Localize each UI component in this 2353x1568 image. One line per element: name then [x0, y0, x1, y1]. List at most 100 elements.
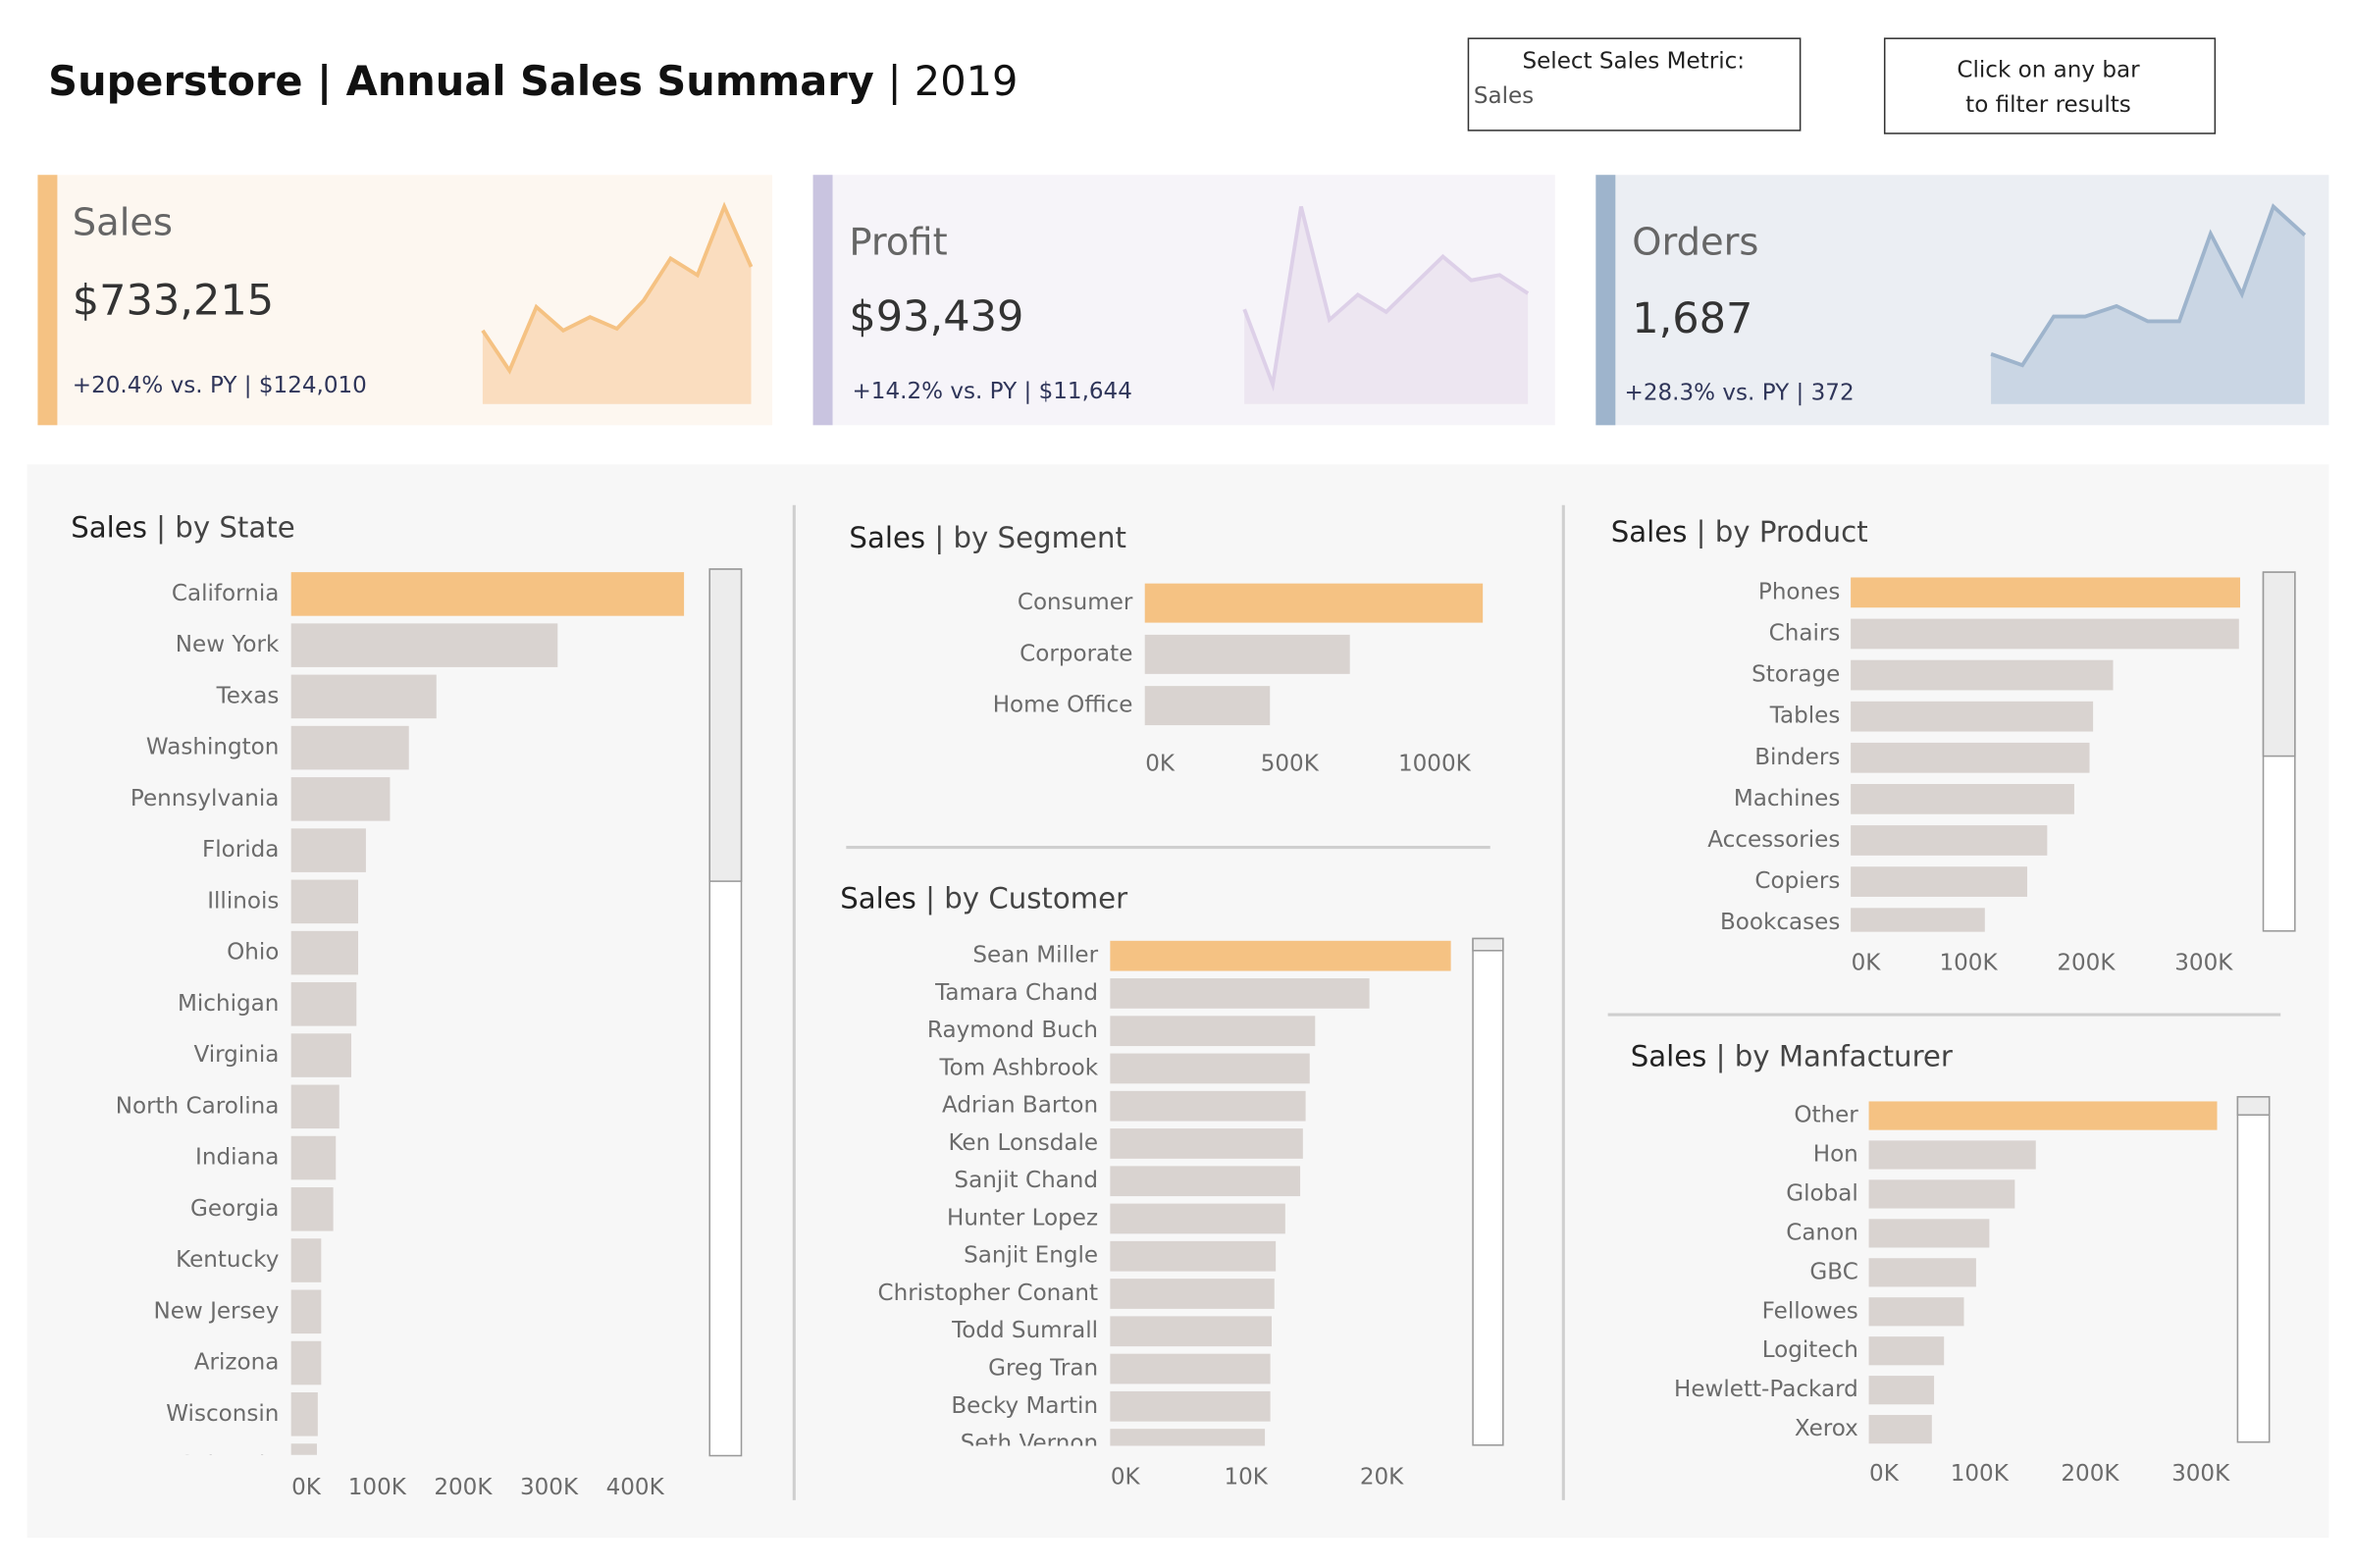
- bar[interactable]: [1144, 583, 1484, 623]
- bar[interactable]: [1868, 1258, 1976, 1287]
- scrollbar-thumb[interactable]: [1472, 937, 1504, 952]
- bar[interactable]: [1868, 1101, 2218, 1130]
- bar[interactable]: [1110, 1203, 1285, 1234]
- bar[interactable]: [290, 930, 359, 975]
- metric-value[interactable]: Sales: [1474, 83, 1534, 109]
- bar[interactable]: [1868, 1179, 2015, 1209]
- chart-metric: Sales: [849, 521, 925, 554]
- category-label: Raymond Buch: [927, 1018, 1098, 1043]
- bar[interactable]: [1851, 618, 2239, 650]
- bar[interactable]: [1851, 825, 2048, 856]
- bar[interactable]: [1851, 742, 2090, 773]
- category-label: Fellowes: [1762, 1298, 1858, 1324]
- bar[interactable]: [1868, 1297, 1964, 1327]
- category-label: Hunter Lopez: [947, 1205, 1098, 1230]
- category-label: Xerox: [1795, 1416, 1858, 1441]
- bar[interactable]: [1110, 1279, 1275, 1309]
- bar[interactable]: [290, 1033, 352, 1077]
- bar[interactable]: [1110, 1166, 1301, 1197]
- category-label: Seth Vernon: [961, 1431, 1098, 1456]
- bar[interactable]: [1110, 1390, 1271, 1422]
- kpi-comparison: +28.3% vs. PY | 372: [1625, 381, 1855, 406]
- hint-box: [1883, 37, 2217, 134]
- category-label: Bookcases: [1720, 910, 1840, 935]
- bar[interactable]: [1110, 1353, 1271, 1385]
- bar[interactable]: [1110, 1429, 1266, 1459]
- bar[interactable]: [1868, 1219, 1990, 1248]
- category-label: Accessories: [1707, 827, 1840, 853]
- bar[interactable]: [290, 1443, 317, 1488]
- x-tick-label: 0K: [291, 1475, 322, 1500]
- metric-label: Select Sales Metric:: [1522, 49, 1745, 75]
- category-label: Chairs: [1769, 620, 1841, 646]
- title-main: Superstore | Annual Sales Summary: [48, 57, 874, 106]
- bar[interactable]: [290, 1187, 334, 1231]
- chart-subtitle: | by Segment: [934, 521, 1126, 554]
- bar[interactable]: [1868, 1376, 1935, 1405]
- chart-metric: Sales: [840, 881, 916, 915]
- bar[interactable]: [1868, 1415, 1932, 1444]
- bar[interactable]: [290, 674, 437, 719]
- category-label: Arizona: [194, 1350, 280, 1376]
- metric-selector[interactable]: [1467, 37, 1802, 131]
- chart-rows: California New York Texas Washington Pennsyl…: [116, 572, 685, 1488]
- bar[interactable]: [1110, 1128, 1303, 1159]
- bar[interactable]: [1851, 701, 2094, 732]
- bar[interactable]: [290, 1084, 340, 1129]
- chart-metric: Sales: [1611, 515, 1688, 549]
- chart-rows: Other Hon Global Canon GBC Fellowes Logitech He…: [1674, 1101, 2218, 1444]
- chart-subtitle: | by Customer: [925, 881, 1127, 915]
- bar[interactable]: [290, 1391, 318, 1437]
- bar[interactable]: [1851, 908, 1985, 938]
- bar[interactable]: [290, 725, 409, 770]
- kpi-value: $733,215: [73, 276, 274, 325]
- bar[interactable]: [1144, 686, 1271, 726]
- bar[interactable]: [1144, 634, 1350, 674]
- category-label: Other: [1794, 1103, 1858, 1128]
- bar[interactable]: [290, 572, 685, 616]
- kpi-value: 1,687: [1632, 294, 1752, 343]
- chart-subtitle: | by Product: [1697, 515, 1868, 549]
- bar[interactable]: [1110, 978, 1370, 1009]
- x-tick-label: 0K: [1111, 1464, 1141, 1490]
- x-tick-label: 500K: [1261, 752, 1320, 777]
- bar[interactable]: [290, 1289, 322, 1334]
- category-label: Hon: [1813, 1141, 1858, 1167]
- bar[interactable]: [290, 1340, 322, 1385]
- chart-title: Sales | by Segment: [849, 521, 1126, 554]
- bar[interactable]: [1110, 1016, 1316, 1047]
- bar[interactable]: [290, 777, 391, 821]
- category-label: Canon: [1786, 1220, 1858, 1245]
- bar[interactable]: [1110, 1240, 1277, 1272]
- bar[interactable]: [1851, 577, 2240, 608]
- bar[interactable]: [1868, 1336, 1945, 1366]
- bar[interactable]: [290, 1135, 337, 1180]
- category-label: California: [172, 581, 279, 606]
- bar[interactable]: [1110, 940, 1451, 971]
- bar[interactable]: [1110, 1316, 1272, 1347]
- bar[interactable]: [290, 1238, 322, 1282]
- scrollbar-thumb[interactable]: [708, 568, 743, 882]
- bar[interactable]: [1868, 1140, 2036, 1170]
- kpi-label: Sales: [73, 200, 173, 244]
- bar[interactable]: [1110, 1090, 1306, 1122]
- category-label: Binders: [1754, 745, 1840, 770]
- bar[interactable]: [290, 879, 359, 924]
- kpi-comparison: +14.2% vs. PY | $11,644: [853, 379, 1132, 404]
- scrollbar-thumb[interactable]: [2236, 1096, 2271, 1117]
- bar[interactable]: [290, 982, 357, 1026]
- x-tick-label: 300K: [520, 1475, 579, 1500]
- category-label: Wisconsin: [166, 1401, 279, 1427]
- bar[interactable]: [1851, 659, 2114, 691]
- bar[interactable]: [1851, 784, 2074, 814]
- scrollbar-thumb[interactable]: [2262, 571, 2296, 758]
- category-label: GBC: [1809, 1259, 1857, 1284]
- bar[interactable]: [290, 828, 366, 872]
- category-label: North Carolina: [116, 1093, 280, 1119]
- bar[interactable]: [1110, 1053, 1310, 1084]
- bar[interactable]: [290, 623, 558, 667]
- sparkline-area: [482, 206, 752, 404]
- x-tick-label: 200K: [2061, 1461, 2119, 1487]
- bar[interactable]: [1851, 866, 2027, 897]
